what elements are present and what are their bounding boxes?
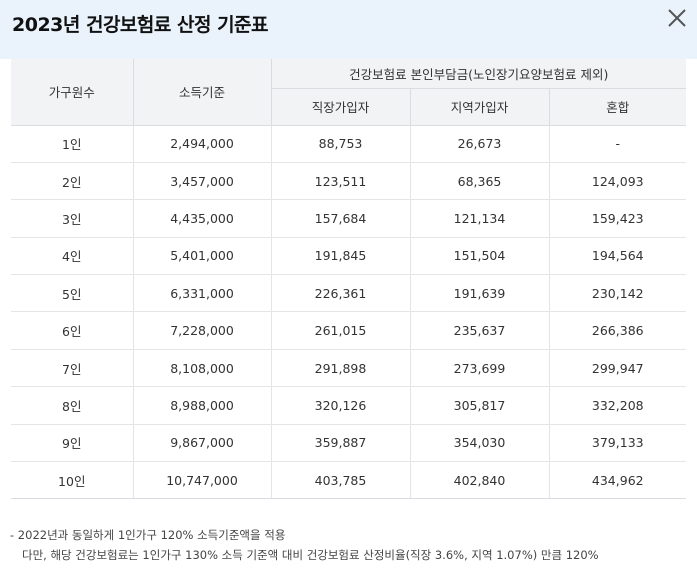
cell-mixed: 332,208 [549, 386, 687, 425]
cell-income: 4,435,000 [133, 199, 272, 238]
header-income: 소득기준 [133, 59, 272, 126]
cell-household: 10인 [11, 461, 134, 500]
cell-employee: 226,361 [271, 274, 411, 313]
table-row: 3인 4,435,000 157,684 121,134 159,423 [11, 199, 687, 238]
cell-mixed: 230,142 [549, 274, 687, 313]
cell-mixed: - [549, 125, 687, 163]
page-title: 2023년 건강보험료 산정 기준표 [12, 14, 269, 36]
cell-income: 3,457,000 [133, 162, 272, 201]
cell-mixed: 266,386 [549, 311, 687, 350]
footnote-line-2: 다만, 해당 건강보험료는 1인가구 130% 소득 기준액 대비 건강보험료 … [22, 548, 599, 562]
cell-income: 7,228,000 [133, 311, 272, 350]
cell-household: 4인 [11, 237, 134, 276]
header-mixed: 혼합 [549, 88, 687, 126]
cell-regional: 191,639 [410, 274, 550, 313]
table-row: 8인 8,988,000 320,126 305,817 332,208 [11, 386, 687, 425]
cell-employee: 261,015 [271, 311, 411, 350]
table-row: 7인 8,108,000 291,898 273,699 299,947 [11, 349, 687, 388]
cell-employee: 157,684 [271, 199, 411, 238]
cell-income: 10,747,000 [133, 461, 272, 500]
cell-income: 9,867,000 [133, 424, 272, 463]
cell-regional: 273,699 [410, 349, 550, 388]
cell-household: 1인 [11, 125, 134, 163]
footnotes: - 2022년과 동일하게 1인가구 120% 소득기준액을 적용 다만, 해당… [10, 525, 599, 565]
table-row: 1인 2,494,000 88,753 26,673 - [11, 125, 687, 163]
cell-household: 8인 [11, 386, 134, 425]
cell-employee: 123,511 [271, 162, 411, 201]
cell-regional: 151,504 [410, 237, 550, 276]
cell-household: 3인 [11, 199, 134, 238]
cell-regional: 235,637 [410, 311, 550, 350]
cell-mixed: 194,564 [549, 237, 687, 276]
cell-regional: 26,673 [410, 125, 550, 163]
cell-household: 5인 [11, 274, 134, 313]
table-row: 9인 9,867,000 359,887 354,030 379,133 [11, 424, 687, 463]
header-group: 건강보험료 본인부담금(노인장기요양보험료 제외) [271, 59, 687, 89]
cell-mixed: 379,133 [549, 424, 687, 463]
cell-income: 6,331,000 [133, 274, 272, 313]
cell-income: 2,494,000 [133, 125, 272, 163]
cell-employee: 320,126 [271, 386, 411, 425]
cell-income: 5,401,000 [133, 237, 272, 276]
cell-income: 8,108,000 [133, 349, 272, 388]
cell-income: 8,988,000 [133, 386, 272, 425]
cell-employee: 191,845 [271, 237, 411, 276]
cell-employee: 291,898 [271, 349, 411, 388]
cell-mixed: 434,962 [549, 461, 687, 500]
insurance-table: 가구원수 소득기준 건강보험료 본인부담금(노인장기요양보험료 제외) 직장가입… [11, 59, 687, 500]
cell-regional: 68,365 [410, 162, 550, 201]
table-row: 4인 5,401,000 191,845 151,504 194,564 [11, 237, 687, 276]
footnote-line-1: - 2022년과 동일하게 1인가구 120% 소득기준액을 적용 [10, 528, 286, 542]
table-row: 2인 3,457,000 123,511 68,365 124,093 [11, 162, 687, 201]
cell-regional: 305,817 [410, 386, 550, 425]
header-regional: 지역가입자 [410, 88, 550, 126]
header-employee: 직장가입자 [271, 88, 411, 126]
cell-employee: 88,753 [271, 125, 411, 163]
cell-household: 9인 [11, 424, 134, 463]
cell-regional: 121,134 [410, 199, 550, 238]
close-button[interactable] [665, 6, 689, 30]
cell-regional: 402,840 [410, 461, 550, 500]
cell-mixed: 124,093 [549, 162, 687, 201]
cell-employee: 359,887 [271, 424, 411, 463]
table-row: 10인 10,747,000 403,785 402,840 434,962 [11, 461, 687, 500]
cell-employee: 403,785 [271, 461, 411, 500]
header-household: 가구원수 [11, 59, 134, 126]
table-row: 5인 6,331,000 226,361 191,639 230,142 [11, 274, 687, 313]
cell-household: 7인 [11, 349, 134, 388]
cell-mixed: 299,947 [549, 349, 687, 388]
insurance-table-container: 가구원수 소득기준 건강보험료 본인부담금(노인장기요양보험료 제외) 직장가입… [11, 59, 687, 500]
cell-regional: 354,030 [410, 424, 550, 463]
cell-household: 6인 [11, 311, 134, 350]
modal-header: 2023년 건강보험료 산정 기준표 [0, 0, 697, 59]
cell-mixed: 159,423 [549, 199, 687, 238]
close-icon[interactable] [665, 6, 689, 30]
cell-household: 2인 [11, 162, 134, 201]
table-row: 6인 7,228,000 261,015 235,637 266,386 [11, 311, 687, 350]
